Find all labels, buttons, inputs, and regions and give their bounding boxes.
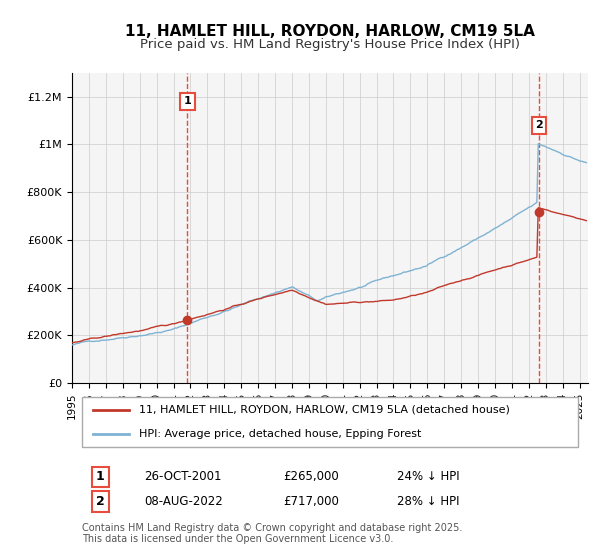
Text: Price paid vs. HM Land Registry's House Price Index (HPI): Price paid vs. HM Land Registry's House … — [140, 38, 520, 51]
Text: 2: 2 — [96, 495, 105, 508]
Text: 08-AUG-2022: 08-AUG-2022 — [144, 495, 223, 508]
Text: 28% ↓ HPI: 28% ↓ HPI — [397, 495, 460, 508]
Text: HPI: Average price, detached house, Epping Forest: HPI: Average price, detached house, Eppi… — [139, 430, 421, 439]
Text: 1: 1 — [96, 470, 105, 483]
Text: 11, HAMLET HILL, ROYDON, HARLOW, CM19 5LA (detached house): 11, HAMLET HILL, ROYDON, HARLOW, CM19 5L… — [139, 405, 510, 415]
Text: Contains HM Land Registry data © Crown copyright and database right 2025.
This d: Contains HM Land Registry data © Crown c… — [82, 522, 463, 544]
Text: £265,000: £265,000 — [284, 470, 340, 483]
Text: 24% ↓ HPI: 24% ↓ HPI — [397, 470, 460, 483]
Text: 11, HAMLET HILL, ROYDON, HARLOW, CM19 5LA: 11, HAMLET HILL, ROYDON, HARLOW, CM19 5L… — [125, 24, 535, 39]
Text: 26-OCT-2001: 26-OCT-2001 — [144, 470, 222, 483]
Text: 1: 1 — [184, 96, 191, 106]
FancyBboxPatch shape — [82, 397, 578, 447]
Text: 2: 2 — [535, 120, 543, 130]
Text: £717,000: £717,000 — [284, 495, 340, 508]
